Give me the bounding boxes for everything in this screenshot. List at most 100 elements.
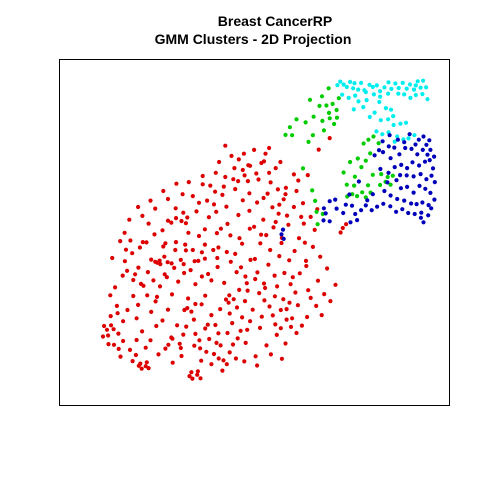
data-point [404, 86, 409, 91]
data-point [223, 174, 228, 180]
data-point [351, 86, 356, 91]
data-point [387, 133, 392, 138]
data-point [334, 115, 340, 120]
data-point [407, 132, 412, 137]
data-point [294, 330, 299, 336]
data-point [166, 342, 171, 347]
data-point [224, 249, 229, 255]
data-point [220, 368, 225, 373]
data-point [382, 188, 387, 194]
data-point [311, 114, 316, 119]
data-point [306, 288, 311, 293]
data-point [306, 139, 311, 144]
data-point [195, 372, 200, 377]
data-point [221, 358, 226, 363]
data-point [146, 221, 151, 226]
data-point [200, 182, 205, 187]
data-point [382, 85, 387, 90]
data-point [325, 266, 330, 271]
data-point [228, 259, 233, 264]
data-point [359, 80, 364, 85]
data-point [131, 293, 136, 299]
data-point [230, 342, 236, 347]
data-point [205, 322, 210, 327]
data-point [256, 177, 261, 182]
data-point [348, 220, 353, 225]
data-point [283, 132, 288, 137]
data-point [250, 307, 255, 312]
data-point [344, 222, 349, 227]
data-point [200, 173, 205, 179]
data-point [287, 125, 292, 130]
data-point [388, 156, 393, 161]
data-point [359, 208, 364, 213]
data-point [196, 233, 202, 239]
data-point [424, 142, 429, 147]
data-point [417, 163, 422, 168]
data-point [432, 154, 437, 159]
data-point [310, 188, 315, 193]
data-point [136, 204, 141, 210]
data-point [402, 198, 407, 203]
data-point [283, 192, 288, 197]
data-point [154, 294, 160, 299]
data-point [378, 182, 383, 188]
data-point [161, 188, 166, 194]
data-point [388, 107, 394, 112]
data-point [411, 190, 416, 195]
data-point [202, 227, 207, 232]
data-point [411, 174, 416, 179]
data-point [164, 275, 169, 280]
data-point [426, 213, 431, 218]
data-point [310, 133, 315, 138]
data-point [283, 341, 288, 346]
data-point [343, 202, 348, 207]
data-point [386, 117, 391, 122]
data-point [234, 270, 239, 275]
data-point [399, 162, 404, 167]
data-point [299, 323, 304, 328]
data-point [202, 256, 207, 261]
data-point [193, 301, 198, 307]
data-point [396, 91, 401, 96]
data-point [340, 225, 345, 231]
data-point [379, 172, 384, 177]
data-point [248, 319, 253, 324]
data-point [380, 150, 386, 155]
data-point [169, 261, 174, 266]
data-point [163, 241, 168, 246]
data-point [288, 324, 294, 329]
data-point [420, 200, 425, 205]
data-point [213, 170, 218, 175]
data-point [218, 343, 223, 348]
data-point [341, 170, 346, 175]
data-point [376, 141, 381, 146]
data-point [235, 336, 240, 341]
data-point [197, 338, 202, 343]
data-point [315, 278, 321, 283]
data-point [244, 281, 249, 286]
data-point [220, 192, 225, 197]
data-point [179, 218, 184, 224]
data-point [231, 177, 236, 182]
data-point [405, 184, 410, 189]
data-point [214, 209, 219, 214]
data-point [277, 254, 282, 259]
data-point [372, 110, 377, 115]
data-point [396, 85, 401, 91]
data-point [424, 177, 429, 182]
data-point [321, 128, 326, 133]
data-point [420, 92, 425, 97]
data-point [145, 293, 150, 298]
data-point [341, 82, 346, 87]
data-point [165, 196, 171, 202]
data-point [137, 245, 142, 250]
data-point [327, 199, 332, 204]
data-point [199, 358, 204, 363]
data-point [141, 283, 146, 288]
data-point [120, 273, 125, 278]
data-point [395, 134, 400, 139]
data-point [425, 97, 430, 102]
data-point [196, 200, 202, 205]
